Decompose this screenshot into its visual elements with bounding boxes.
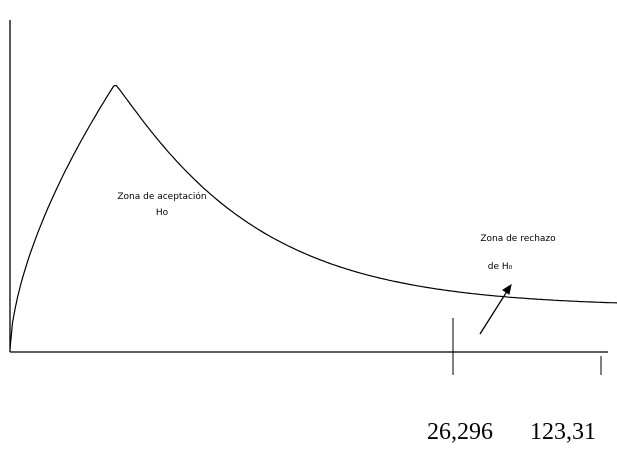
acceptance-zone-label-line2: Ho [156, 208, 169, 218]
rejection-arrow-icon [479, 283, 512, 335]
statistic-value-label: 123,31 [530, 419, 596, 445]
critical-value-label: 26,296 [427, 419, 493, 445]
rejection-zone-label-line1: Zona de rechazo [480, 234, 556, 244]
rejection-zone-label-line2: de H₀ [488, 262, 513, 272]
density-curve [9, 84, 617, 350]
acceptance-zone-label-line1: Zona de aceptación [117, 191, 206, 202]
